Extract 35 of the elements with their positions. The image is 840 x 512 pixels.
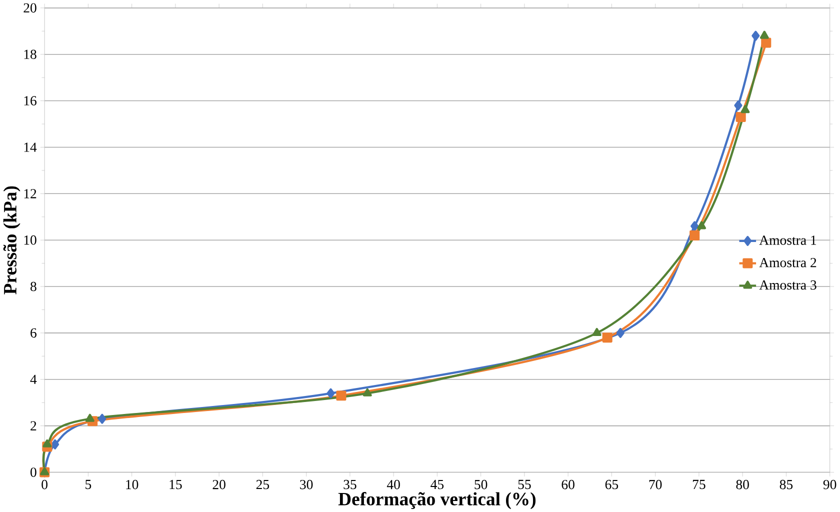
x-tick-label: 20 — [212, 480, 226, 489]
x-tick-label: 65 — [605, 480, 618, 489]
y-tick-label: 10 — [24, 235, 36, 245]
legend-label: Amostra 1 — [759, 235, 816, 245]
y-tick-label: 12 — [24, 188, 36, 198]
x-tick-label: 50 — [474, 480, 488, 489]
x-tick-label: 40 — [386, 480, 400, 489]
y-tick-label: 20 — [24, 3, 36, 12]
x-tick-label: 5 — [86, 480, 92, 489]
x-tick-label: 75 — [692, 480, 706, 489]
y-tick-label: 6 — [30, 328, 36, 338]
x-tick-label: 0 — [42, 480, 48, 489]
y-axis-title: Pressão (kPa) — [3, 186, 20, 294]
y-tick-label: 0 — [30, 467, 36, 477]
x-tick-label: 15 — [170, 480, 182, 489]
x-tick-label: 90 — [823, 480, 836, 489]
y-tick-label: 2 — [30, 421, 36, 430]
legend-label: Amostra 3 — [759, 280, 816, 290]
x-tick-label: 10 — [126, 480, 138, 489]
x-tick-label: 30 — [300, 480, 313, 489]
x-tick-label: 25 — [256, 480, 270, 489]
x-axis-title: Deformação vertical (%) — [338, 492, 536, 509]
x-tick-label: 60 — [562, 480, 574, 489]
y-tick-label: 16 — [24, 96, 36, 106]
x-tick-label: 80 — [736, 480, 749, 489]
x-tick-label: 70 — [649, 480, 662, 489]
y-tick-label: 18 — [24, 49, 36, 59]
legend-label: Amostra 2 — [759, 258, 816, 268]
x-tick-label: 85 — [780, 480, 793, 489]
x-tick-label: 45 — [430, 480, 444, 489]
x-tick-label: 35 — [344, 480, 356, 489]
y-tick-label: 14 — [24, 142, 37, 152]
x-tick-label: 55 — [518, 480, 531, 489]
y-tick-label: 8 — [30, 282, 36, 291]
y-tick-label: 4 — [30, 374, 37, 384]
